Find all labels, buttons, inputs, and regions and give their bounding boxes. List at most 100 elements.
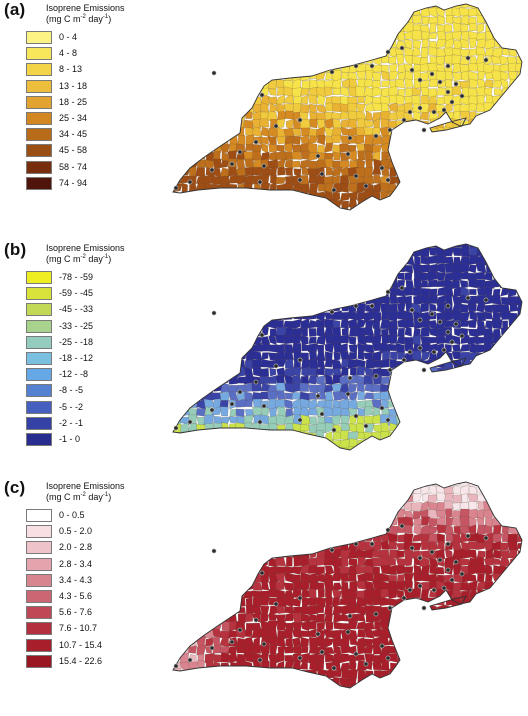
county-polygon [316,87,327,97]
county-polygon [284,423,294,434]
county-polygon [515,175,522,186]
monitoring-site-marker [421,127,427,133]
county-polygon [468,644,479,656]
county-polygon [268,63,279,74]
county-polygon [300,198,309,210]
county-polygon [365,526,375,536]
county-polygon [501,6,511,16]
county-polygon [499,549,510,560]
county-polygon [236,244,245,250]
county-polygon [260,183,271,193]
county-polygon [515,296,522,306]
county-polygon [475,200,487,209]
county-polygon [355,24,367,34]
monitoring-site-marker [315,631,321,637]
county-polygon [190,438,199,450]
county-polygon [315,484,326,494]
county-polygon [243,318,255,330]
county-polygon [219,38,231,49]
legend-range-label: 5.6 - 7.6 [59,607,93,618]
county-polygon [211,500,222,512]
county-polygon [315,206,326,210]
county-polygon [197,30,207,42]
county-polygon [428,629,439,639]
county-polygon [451,629,463,640]
county-polygon [291,548,303,559]
county-polygon [509,190,519,199]
county-polygon [501,383,510,394]
county-polygon [275,15,285,26]
county-polygon [235,432,247,442]
county-polygon [188,150,199,160]
county-polygon [284,645,295,654]
county-polygon [181,244,191,249]
county-polygon [363,366,373,377]
county-polygon [372,406,381,418]
county-polygon [212,508,221,519]
county-polygon [388,23,398,33]
county-polygon [324,254,334,266]
county-polygon [308,41,319,50]
county-polygon [236,516,247,527]
county-polygon [348,352,358,360]
county-polygon [348,336,357,346]
county-polygon [524,376,528,385]
county-polygon [195,342,206,353]
county-polygon [372,127,381,137]
county-polygon [179,620,191,632]
county-polygon [412,286,422,297]
county-polygon [476,622,486,632]
county-polygon [269,367,277,377]
county-polygon [173,304,182,312]
county-polygon [524,135,528,145]
county-polygon [467,168,478,178]
county-polygon [227,342,239,354]
county-polygon [173,88,182,98]
county-polygon [187,312,197,320]
county-polygon [173,588,174,600]
county-polygon [230,572,238,583]
county-polygon [500,628,510,639]
county-polygon [205,143,215,151]
county-polygon [219,532,230,544]
county-polygon [291,280,302,290]
county-polygon [460,606,471,614]
county-polygon [221,482,230,486]
county-polygon [460,24,469,34]
county-polygon [180,32,191,42]
county-polygon [173,382,183,393]
county-polygon [412,493,422,502]
legend-range-label: 0.5 - 2.0 [59,526,93,537]
monitoring-site-marker [445,303,451,309]
county-polygon [269,15,278,25]
county-polygon [227,482,238,488]
county-polygon [243,660,253,670]
county-polygon [251,684,262,688]
county-polygon [300,159,309,169]
county-polygon [500,581,510,591]
county-polygon [227,334,237,345]
county-polygon [467,328,479,338]
monitoring-site-marker [253,617,259,623]
county-polygon [284,430,294,441]
county-polygon [284,351,294,361]
county-polygon [331,509,341,520]
county-polygon [229,326,237,337]
county-polygon [229,556,239,567]
county-polygon [277,424,286,433]
county-polygon [252,32,262,40]
county-polygon [187,286,199,298]
county-polygon [483,447,494,450]
county-polygon [363,4,374,10]
county-polygon [173,375,175,385]
county-polygon [404,142,415,154]
county-polygon [484,120,494,129]
monitoring-site-marker [229,639,235,645]
county-polygon [275,541,287,551]
county-polygon [356,382,365,392]
county-polygon [459,446,470,450]
county-polygon [251,670,263,678]
legend-units: (mg C m-2 day-1) [46,254,112,264]
county-polygon [339,596,350,606]
county-polygon [259,645,270,656]
